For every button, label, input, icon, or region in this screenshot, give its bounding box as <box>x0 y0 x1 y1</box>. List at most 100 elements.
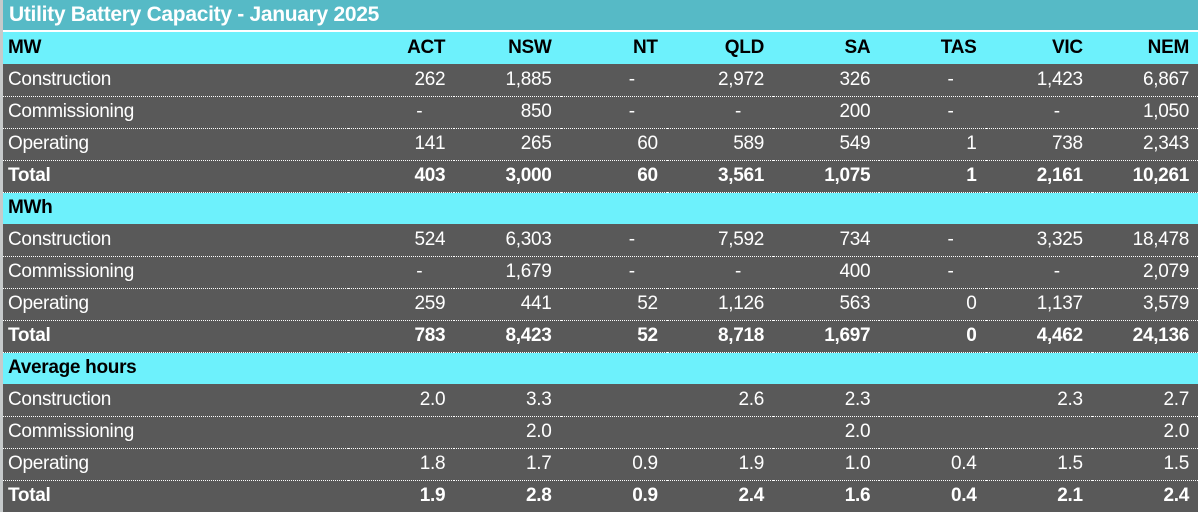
table-row-average-hours-construction: Construction 2.0 3.3 2.6 2.3 2.3 2.7 <box>3 384 1198 416</box>
value-cell: - <box>947 68 954 90</box>
value-cell: 6,867 <box>1142 68 1189 90</box>
value-cell: 3,000 <box>454 159 561 192</box>
column-header-tas: TAS <box>879 32 986 64</box>
value-cell <box>560 415 667 448</box>
row-label: Total <box>3 479 348 512</box>
value-cell: 738 <box>985 127 1092 160</box>
value-cell: 2.0 <box>419 388 446 410</box>
table-row-mwh-total: Total 783 8,423 52 8,718 1,697 0 4,462 24,136 <box>3 319 1198 352</box>
empty-cell <box>1091 191 1198 224</box>
value-cell: 6,303 <box>505 228 552 250</box>
empty-cell <box>879 351 986 384</box>
value-cell: 2,972 <box>717 68 764 90</box>
empty-cell <box>773 351 880 384</box>
value-cell: - <box>947 228 954 250</box>
value-cell: 1.9 <box>348 479 455 512</box>
table-row-mwh-commissioning: Commissioning -1,679- -400- -2,079 <box>3 255 1198 288</box>
column-header-qld: QLD <box>666 32 773 64</box>
row-label: Commissioning <box>3 255 348 288</box>
row-label: Operating <box>3 127 348 160</box>
empty-cell <box>454 191 561 224</box>
value-cell: 1,423 <box>1036 68 1083 90</box>
value-cell: 1.6 <box>773 479 880 512</box>
empty-cell <box>560 351 667 384</box>
value-cell: 2.3 <box>844 388 871 410</box>
value-cell: 60 <box>560 159 667 192</box>
row-label: Total <box>3 319 348 352</box>
value-cell <box>561 384 667 416</box>
table-row-average-hours-operating: Operating 1.8 1.7 0.9 1.9 1.0 0.4 1.5 1.5 <box>3 447 1198 480</box>
column-header-nsw: NSW <box>454 32 561 64</box>
section-label: MWh <box>3 191 348 224</box>
table-row-mw-total: Total 403 3,000 60 3,561 1,075 1 2,161 10,261 <box>3 159 1198 192</box>
value-cell: 2.8 <box>454 479 561 512</box>
value-cell: - <box>985 95 1092 128</box>
value-cell: 403 <box>348 159 455 192</box>
value-cell: 2.6 <box>738 388 764 410</box>
row-label: Operating <box>3 287 348 320</box>
value-cell: 1.9 <box>666 447 773 480</box>
value-cell: 3,325 <box>1036 228 1083 250</box>
value-cell: 18,478 <box>1132 228 1190 250</box>
value-cell: - <box>348 95 455 128</box>
value-cell: 0.4 <box>879 447 986 480</box>
value-cell <box>879 384 985 416</box>
value-cell: - <box>348 255 455 288</box>
value-cell: 549 <box>773 127 880 160</box>
value-cell: - <box>628 68 635 90</box>
value-cell: 2.4 <box>666 479 773 512</box>
value-cell: 563 <box>773 287 880 320</box>
value-cell: - <box>666 255 773 288</box>
table-row-mw-construction: Construction 262 1,885 - 2,972 326 - 1,423 6,867 <box>3 64 1198 96</box>
empty-cell <box>985 191 1092 224</box>
value-cell <box>879 415 986 448</box>
value-cell: 0.9 <box>560 479 667 512</box>
value-cell: 1.0 <box>773 447 880 480</box>
value-cell: 8,718 <box>666 319 773 352</box>
value-cell: 2.0 <box>1091 415 1198 448</box>
column-header-act: ACT <box>348 32 455 64</box>
row-label: Commissioning <box>3 95 348 128</box>
value-cell <box>985 415 1092 448</box>
column-header-vic: VIC <box>985 32 1092 64</box>
row-label: Construction <box>8 68 112 90</box>
value-cell: 60 <box>560 127 667 160</box>
value-cell: 0 <box>879 319 986 352</box>
row-label: Commissioning <box>3 415 348 448</box>
table-row-mwh-construction: Construction 524 6,303 - 7,592 734 - 3,325 18,47… <box>3 224 1198 256</box>
value-cell: 200 <box>773 95 880 128</box>
value-cell: 265 <box>454 127 561 160</box>
value-cell <box>666 415 773 448</box>
value-cell: 1,050 <box>1091 95 1198 128</box>
value-cell: 0 <box>879 287 986 320</box>
empty-cell <box>773 191 880 224</box>
row-label: Operating <box>3 447 348 480</box>
value-cell: 326 <box>839 68 871 90</box>
value-cell: 1 <box>879 127 986 160</box>
value-cell: 850 <box>454 95 561 128</box>
value-cell: 0.4 <box>879 479 986 512</box>
empty-cell <box>666 191 773 224</box>
value-cell: 589 <box>666 127 773 160</box>
value-cell: 4,462 <box>985 319 1092 352</box>
value-cell: 7,592 <box>717 228 764 250</box>
value-cell: 10,261 <box>1091 159 1198 192</box>
empty-cell <box>879 191 986 224</box>
value-cell: - <box>666 95 773 128</box>
table-row-mw-commissioning: Commissioning -850- -200- -1,050 <box>3 95 1198 128</box>
value-cell: 2,343 <box>1091 127 1198 160</box>
row-label: Total <box>3 159 348 192</box>
value-cell: 259 <box>348 287 455 320</box>
value-cell: 3,579 <box>1091 287 1198 320</box>
value-cell: 1 <box>879 159 986 192</box>
value-cell: 524 <box>414 228 446 250</box>
value-cell: 8,423 <box>454 319 561 352</box>
section-label: Average hours <box>3 351 348 384</box>
value-cell: 1,885 <box>505 68 552 90</box>
section-header-mw: MW ACT NSW NT QLD SA TAS VIC NEM <box>3 32 1198 64</box>
value-cell: - <box>628 228 635 250</box>
row-label: Construction <box>8 388 112 410</box>
empty-cell <box>348 191 455 224</box>
value-cell: 1.7 <box>454 447 561 480</box>
value-cell: 1.8 <box>348 447 455 480</box>
